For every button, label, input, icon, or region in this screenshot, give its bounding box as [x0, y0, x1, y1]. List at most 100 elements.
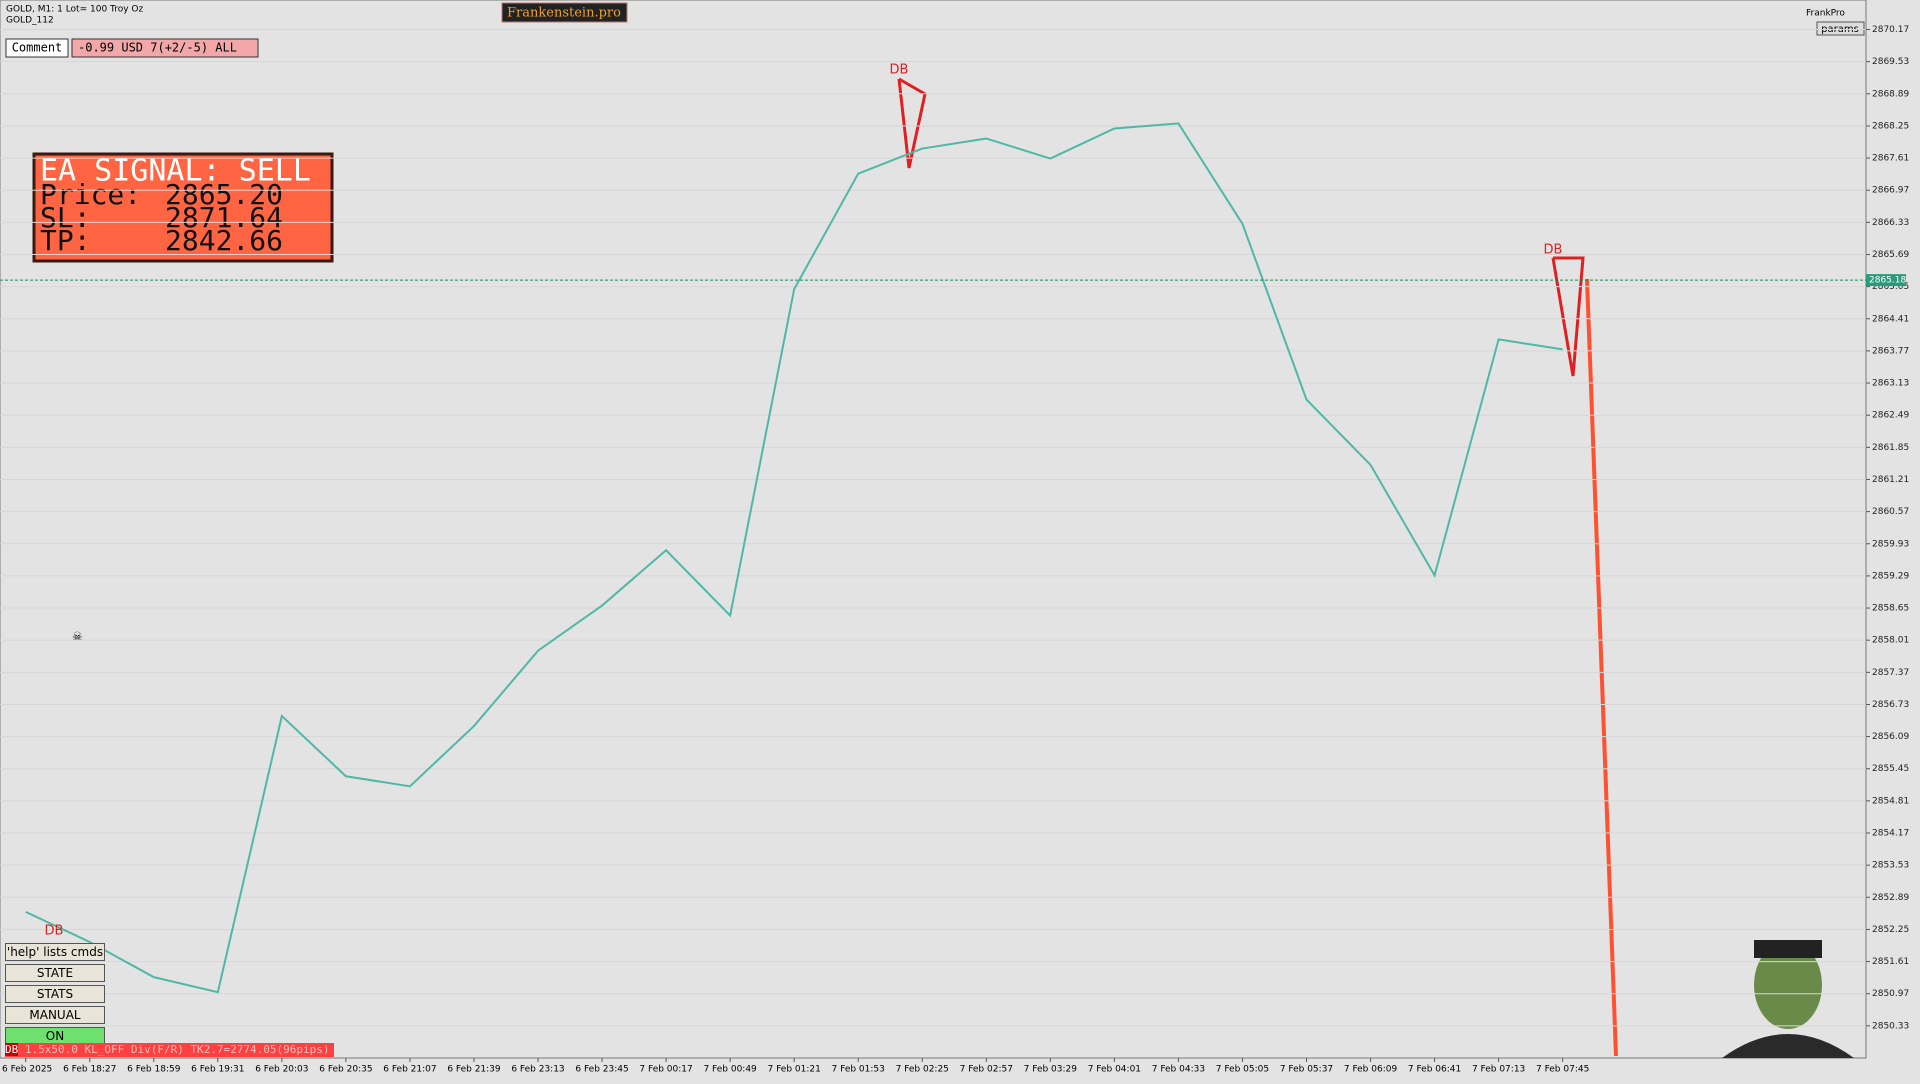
comment-label: Comment	[12, 41, 63, 55]
brand: Frankenstein.pro	[507, 6, 621, 21]
x-tick-label: 7 Feb 01:53	[832, 1065, 885, 1075]
y-tick-label: 2855.45	[1872, 764, 1909, 774]
current-price-tag	[1866, 274, 1906, 287]
current-price-label: 2865.18	[1869, 276, 1906, 286]
x-tick-label: 7 Feb 04:01	[1088, 1065, 1141, 1075]
y-tick-label: 2852.89	[1872, 893, 1909, 903]
x-tick-label: 6 Feb 23:13	[511, 1065, 564, 1075]
signal-price-label: Price:	[40, 178, 141, 211]
x-tick-label: 7 Feb 02:25	[896, 1065, 949, 1075]
x-tick-label: 7 Feb 05:05	[1216, 1065, 1269, 1075]
comment-box	[5, 38, 69, 58]
db-triangle	[1551, 256, 1585, 377]
brand-box	[501, 2, 628, 23]
y-tick-label: 2858.65	[1872, 604, 1909, 614]
help-hint: 'help' lists cmds	[5, 943, 105, 961]
price-line	[25, 122, 1563, 994]
x-tick-label: 7 Feb 07:13	[1472, 1065, 1525, 1075]
x-tick-label: 7 Feb 00:17	[639, 1065, 692, 1075]
y-tick-label: 2866.33	[1872, 218, 1909, 228]
panel-button[interactable]: STATE	[5, 964, 105, 982]
x-tick-label: 6 Feb 21:39	[447, 1065, 501, 1075]
y-tick-label: 2865.69	[1872, 250, 1909, 260]
y-tick-label: 2859.29	[1872, 571, 1909, 581]
x-tick-label: 6 Feb 21:07	[383, 1065, 436, 1075]
x-tick-label: 7 Feb 06:09	[1344, 1065, 1398, 1075]
x-tick-label: 7 Feb 03:29	[1024, 1065, 1078, 1075]
x-tick-label: 6 Feb 18:27	[63, 1065, 116, 1075]
y-tick-label: 2862.49	[1872, 411, 1909, 421]
signal-title: EA SIGNAL: SELL	[40, 154, 311, 189]
signal-sl-label: SL:	[40, 201, 91, 234]
x-tick-label: 7 Feb 04:33	[1152, 1065, 1205, 1075]
y-tick-label: 2857.37	[1872, 668, 1909, 678]
x-tick-label: 7 Feb 00:49	[703, 1065, 757, 1075]
pattern-drawings	[897, 77, 1585, 377]
x-tick-label: 7 Feb 07:45	[1536, 1065, 1589, 1075]
button-panel: 'help' lists cmds STATE STATS MANUAL ON	[5, 943, 105, 1048]
comment-value: -0.99 USD 7(+2/-5) ALL	[78, 41, 237, 55]
y-tick-label: 2869.53	[1872, 57, 1909, 67]
y-tick-label: 2856.73	[1872, 700, 1909, 710]
y-tick-label: 2868.89	[1872, 89, 1909, 99]
db-triangle	[897, 77, 927, 169]
y-tick-label: 2866.97	[1872, 186, 1909, 196]
account: FrankPro	[1806, 9, 1845, 19]
y-tick-label: 2864.41	[1872, 314, 1909, 324]
panel-button[interactable]: MANUAL	[5, 1006, 105, 1024]
annotation: DB	[45, 924, 64, 939]
x-tick-label: 7 Feb 01:21	[768, 1065, 821, 1075]
comment-value-box	[71, 38, 259, 58]
x-tick-label: 6 Feb 18:59	[127, 1065, 181, 1075]
x-tick-label: 7 Feb 05:37	[1280, 1065, 1333, 1075]
skull-icon: ☠	[72, 630, 83, 644]
y-tick-label: 2860.57	[1872, 507, 1909, 517]
signal-tp-label: TP:	[40, 224, 91, 257]
y-tick-label: 2850.97	[1872, 989, 1909, 999]
y-tick-label: 2865.05	[1872, 282, 1909, 292]
y-tick-label: 2854.17	[1872, 829, 1909, 839]
x-tick-label: 6 Feb 19:31	[191, 1065, 244, 1075]
y-tick-label: 2853.53	[1872, 861, 1909, 871]
y-tick-label: 2859.93	[1872, 539, 1909, 549]
y-tick-label: 2851.61	[1872, 957, 1909, 967]
y-tick-label: 2863.13	[1872, 379, 1909, 389]
signal-price: 2865.20	[165, 178, 283, 211]
x-tick-label: 6 Feb 23:45	[575, 1065, 628, 1075]
y-tick-label: 2863.77	[1872, 346, 1909, 356]
y-tick-label: 2861.85	[1872, 443, 1909, 453]
y-tick-label: 2861.21	[1872, 475, 1909, 485]
y-tick-label: 2870.17	[1872, 25, 1909, 35]
x-tick-label: 7 Feb 02:57	[960, 1065, 1013, 1075]
panel-button[interactable]: STATS	[5, 985, 105, 1003]
params-box[interactable]	[1816, 21, 1865, 36]
portrait	[1722, 940, 1854, 1058]
y-tick-label: 2852.25	[1872, 925, 1909, 935]
annotation: DB	[1544, 243, 1563, 258]
x-tick-label: 7 Feb 06:41	[1408, 1065, 1461, 1075]
y-tick-label: 2854.81	[1872, 796, 1909, 806]
x-tick-label: 6 Feb 2025	[2, 1065, 52, 1075]
subtitle: GOLD_112	[6, 16, 54, 26]
portrait-head	[1754, 941, 1822, 1029]
annotation: DB	[890, 63, 909, 78]
status-bar: DB 1.5x50.0 KL_OFF Div(F/R) TK2.7=2774.0…	[5, 1043, 334, 1057]
x-tick-label: 6 Feb 20:35	[319, 1065, 372, 1075]
y-tick-label: 2867.61	[1872, 154, 1909, 164]
y-tick-label: 2850.33	[1872, 1021, 1909, 1031]
signal-tp: 2842.66	[165, 224, 283, 257]
projection-line	[1585, 278, 1618, 1057]
portrait-body	[1722, 1034, 1854, 1058]
signal-sl: 2871.64	[165, 201, 283, 234]
x-tick-label: 6 Feb 20:03	[255, 1065, 308, 1075]
portrait-hair	[1754, 940, 1822, 958]
signal-box	[32, 152, 334, 263]
symbol: GOLD, M1: 1 Lot= 100 Troy Oz	[6, 5, 143, 15]
y-tick-label: 2856.09	[1872, 732, 1909, 742]
status-text: 1.5x50.0 KL_OFF Div(F/R) TK2.7=2774.05(9…	[24, 1043, 330, 1056]
y-tick-label: 2858.01	[1872, 636, 1909, 646]
y-tick-label: 2868.25	[1872, 121, 1909, 131]
status-tag: DB	[5, 1043, 19, 1056]
